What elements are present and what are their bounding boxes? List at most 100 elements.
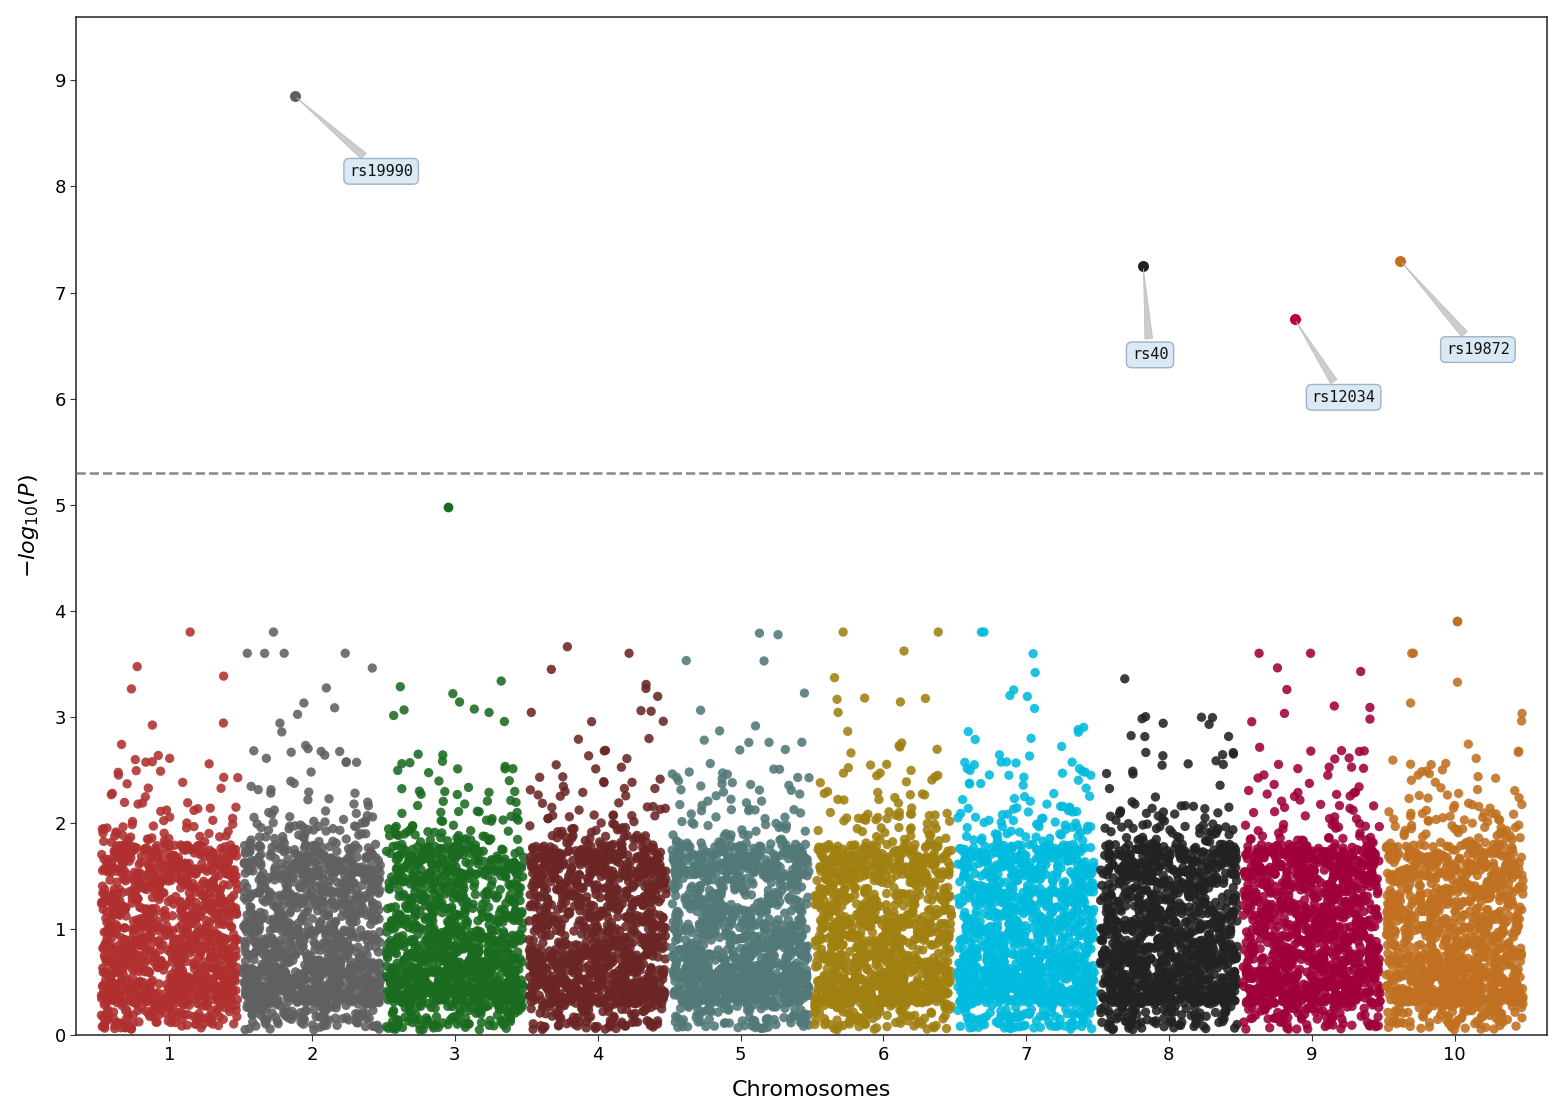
Point xyxy=(277,818,302,836)
Point xyxy=(180,938,205,956)
Point xyxy=(760,887,785,905)
Point xyxy=(566,846,591,863)
Point xyxy=(360,960,385,977)
Point xyxy=(450,989,475,1006)
Point xyxy=(707,841,732,859)
Point xyxy=(829,872,854,890)
Point xyxy=(349,865,374,882)
Point xyxy=(874,755,899,773)
Point xyxy=(1406,999,1431,1016)
Point xyxy=(1212,975,1237,993)
Point xyxy=(141,844,166,862)
Point xyxy=(427,885,452,903)
Point xyxy=(465,980,490,997)
Point xyxy=(433,930,458,948)
Point xyxy=(790,986,815,1004)
Point xyxy=(718,936,743,954)
Point xyxy=(1472,911,1497,929)
Point xyxy=(965,844,990,862)
Point xyxy=(963,731,988,748)
Point xyxy=(292,852,317,870)
Point xyxy=(1201,847,1226,865)
Point xyxy=(854,948,879,966)
Point xyxy=(804,932,829,949)
Point xyxy=(619,978,644,996)
Point xyxy=(217,983,242,1001)
Point xyxy=(275,985,300,1003)
Point xyxy=(788,970,813,987)
Point xyxy=(122,878,147,896)
Point xyxy=(702,1018,727,1035)
Point xyxy=(313,961,338,978)
Point xyxy=(1099,994,1125,1012)
Point xyxy=(308,957,333,975)
Point xyxy=(405,970,430,987)
Point xyxy=(499,967,524,985)
Point xyxy=(948,1018,973,1035)
Point xyxy=(1059,753,1084,771)
Point xyxy=(196,917,221,935)
Point xyxy=(92,985,117,1003)
Point xyxy=(870,989,895,1006)
Point xyxy=(458,865,483,882)
Point xyxy=(124,978,149,996)
Point xyxy=(174,819,199,837)
Point xyxy=(1009,837,1034,855)
Point xyxy=(378,990,404,1008)
Point xyxy=(660,938,685,956)
Point xyxy=(200,986,225,1004)
Point xyxy=(1187,964,1212,982)
Point xyxy=(1420,955,1445,973)
Point xyxy=(413,868,438,886)
Point xyxy=(1237,830,1262,848)
Point xyxy=(1150,973,1175,991)
Point xyxy=(206,850,231,868)
Text: rs40: rs40 xyxy=(1132,269,1168,362)
Point xyxy=(974,974,999,992)
Point xyxy=(1397,993,1422,1011)
Point xyxy=(929,915,954,933)
Point xyxy=(447,977,472,995)
Point xyxy=(1054,852,1079,870)
Point xyxy=(221,900,246,918)
Point xyxy=(1239,830,1264,848)
Point xyxy=(358,861,383,879)
Point xyxy=(507,1002,532,1020)
Point xyxy=(1239,713,1264,731)
Point xyxy=(1017,970,1042,987)
Point xyxy=(1221,963,1247,981)
Point xyxy=(734,938,759,956)
Point xyxy=(1489,922,1514,939)
Point xyxy=(843,974,868,992)
Point xyxy=(1013,847,1038,865)
Point xyxy=(1350,868,1375,886)
Point xyxy=(1484,844,1509,862)
Point xyxy=(361,983,386,1001)
Point xyxy=(1218,923,1243,941)
Point xyxy=(504,1001,529,1019)
Point xyxy=(985,919,1010,937)
Point xyxy=(1440,986,1465,1004)
Point xyxy=(1114,871,1139,889)
Point xyxy=(835,876,860,894)
Point xyxy=(1029,888,1054,906)
Point xyxy=(1012,948,1037,966)
Point xyxy=(364,966,389,984)
Point xyxy=(1037,847,1062,865)
Point xyxy=(1417,900,1442,918)
Point xyxy=(1320,1009,1345,1027)
Point xyxy=(701,984,726,1002)
Point xyxy=(278,866,303,884)
Point xyxy=(1386,890,1411,908)
Point xyxy=(156,1012,181,1030)
Point xyxy=(669,813,694,831)
Point xyxy=(746,983,771,1001)
Point xyxy=(776,963,801,981)
Point xyxy=(1315,876,1340,894)
Point xyxy=(211,928,236,946)
Point xyxy=(1142,908,1167,926)
Point xyxy=(582,990,607,1008)
Point xyxy=(469,926,494,944)
Point xyxy=(142,993,167,1011)
Point xyxy=(339,966,364,984)
